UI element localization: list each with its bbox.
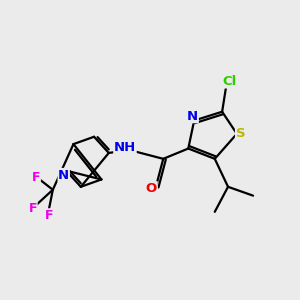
Text: N: N [187, 110, 198, 123]
Text: F: F [45, 209, 53, 222]
Text: O: O [146, 182, 157, 195]
Text: Cl: Cl [222, 75, 237, 88]
Text: NH: NH [114, 141, 136, 154]
Text: S: S [236, 127, 245, 140]
Text: N: N [58, 169, 69, 182]
Text: F: F [32, 172, 40, 184]
Text: F: F [28, 202, 37, 215]
